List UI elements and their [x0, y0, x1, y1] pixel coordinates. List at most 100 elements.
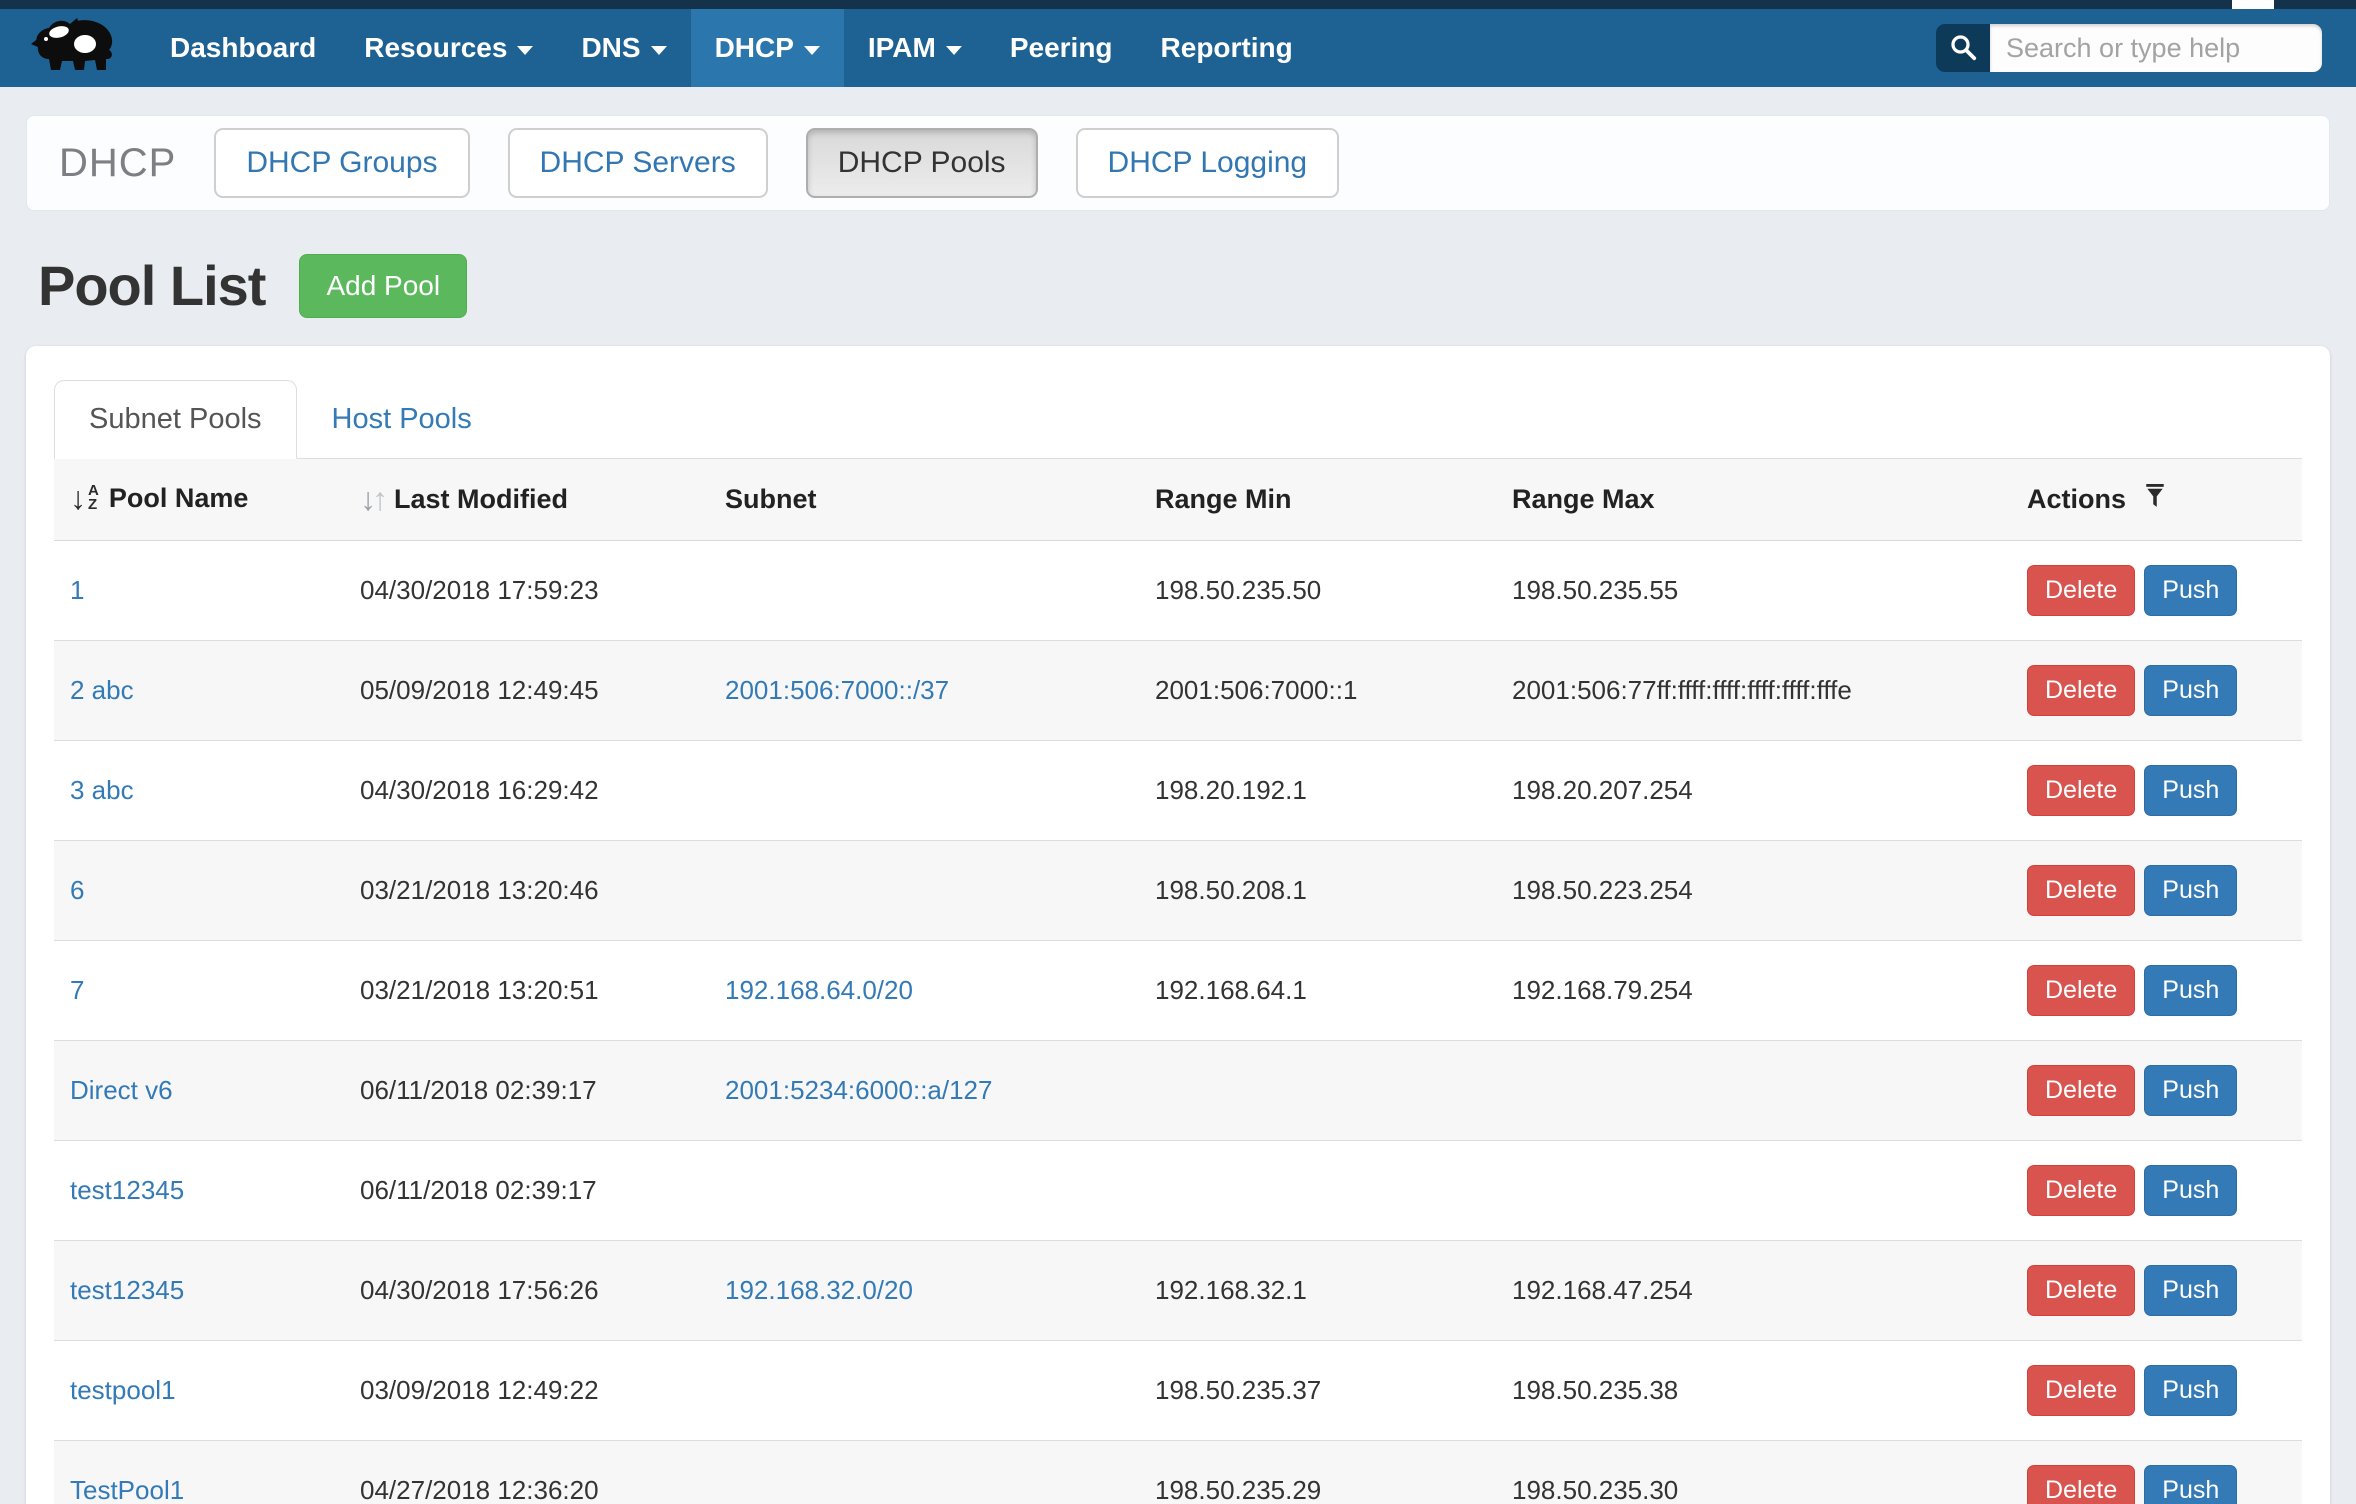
dhcp-servers-button[interactable]: DHCP Servers: [507, 128, 768, 198]
delete-button[interactable]: Delete: [2027, 1065, 2136, 1116]
pool-name-link[interactable]: testpool1: [70, 1375, 176, 1405]
last-modified-cell: 03/09/2018 12:49:22: [344, 1340, 709, 1441]
delete-button[interactable]: Delete: [2027, 765, 2136, 816]
table-row: test12345 04/30/2018 17:56:26 192.168.32…: [54, 1240, 2302, 1341]
nav-label: Peering: [1009, 32, 1113, 63]
table-row: 3 abc 04/30/2018 16:29:42 198.20.192.1 1…: [54, 740, 2302, 841]
dhcp-section-title: DHCP: [59, 140, 177, 185]
range-max-cell: 198.50.235.30: [1496, 1440, 2011, 1504]
dhcp-pools-button[interactable]: DHCP Pools: [805, 128, 1038, 198]
search-icon: [1948, 32, 1978, 65]
dhcp-groups-button[interactable]: DHCP Groups: [214, 128, 470, 198]
pool-name-link[interactable]: 7: [70, 975, 85, 1005]
column-label: Last Modified: [394, 484, 568, 514]
column-header-pool-name[interactable]: ↓ A Z Pool Name: [54, 459, 344, 541]
range-min-cell: [1139, 1040, 1496, 1141]
push-button[interactable]: Push: [2144, 865, 2238, 916]
nav-label: DNS: [581, 32, 641, 63]
nav-label: Resources: [364, 32, 508, 63]
pool-name-link[interactable]: Direct v6: [70, 1075, 173, 1105]
push-button[interactable]: Push: [2144, 1465, 2238, 1504]
tab-host-pools[interactable]: Host Pools: [331, 403, 472, 435]
table-row: Direct v6 06/11/2018 02:39:17 2001:5234:…: [54, 1040, 2302, 1141]
range-min-cell: 198.50.208.1: [1139, 840, 1496, 941]
push-button[interactable]: Push: [2144, 1065, 2238, 1116]
dhcp-logging-button[interactable]: DHCP Logging: [1075, 128, 1340, 198]
range-min-cell: 198.50.235.29: [1139, 1440, 1496, 1504]
sort-alpha-asc-icon[interactable]: ↓ A Z: [70, 480, 99, 517]
nav-item-peering[interactable]: Peering: [986, 9, 1137, 87]
add-pool-button[interactable]: Add Pool: [299, 253, 468, 318]
delete-button[interactable]: Delete: [2027, 965, 2136, 1016]
delete-button[interactable]: Delete: [2027, 1365, 2136, 1416]
table-row: 1 04/30/2018 17:59:23 198.50.235.50 198.…: [54, 541, 2302, 641]
push-button[interactable]: Push: [2144, 1165, 2238, 1216]
pool-name-link[interactable]: 1: [70, 575, 85, 605]
search-button[interactable]: [1936, 24, 1990, 72]
column-label: Range Max: [1512, 484, 1655, 514]
page-head: Pool List Add Pool: [38, 253, 2330, 318]
nav-menu: Dashboard Resources DNS DHCP IPAM Peerin…: [146, 9, 1317, 87]
subnet-link[interactable]: 192.168.32.0/20: [725, 1275, 913, 1305]
delete-button[interactable]: Delete: [2027, 1265, 2136, 1316]
column-header-subnet[interactable]: Subnet: [709, 459, 1139, 541]
push-button[interactable]: Push: [2144, 1265, 2238, 1316]
range-max-cell: 2001:506:77ff:ffff:ffff:ffff:ffff:fffe: [1496, 640, 2011, 741]
page-title: Pool List: [38, 254, 266, 317]
range-min-cell: [1139, 1140, 1496, 1241]
column-header-range-max[interactable]: Range Max: [1496, 459, 2011, 541]
column-label: Subnet: [725, 484, 817, 514]
subnet-link[interactable]: 2001:5234:6000::a/127: [725, 1075, 993, 1105]
push-button[interactable]: Push: [2144, 965, 2238, 1016]
delete-button[interactable]: Delete: [2027, 1465, 2136, 1504]
last-modified-cell: 04/30/2018 17:56:26: [344, 1240, 709, 1341]
actions-cell: Delete Push: [2011, 640, 2302, 741]
pool-table: ↓ A Z Pool Name ↓ ↑ Last Modified Subnet Ra…: [54, 459, 2302, 1504]
pool-name-link[interactable]: test12345: [70, 1275, 185, 1305]
actions-cell: Delete Push: [2011, 840, 2302, 941]
nav-label: IPAM: [867, 32, 936, 63]
nav-item-ipam[interactable]: IPAM: [844, 9, 986, 87]
pool-name-link[interactable]: TestPool1: [70, 1475, 185, 1504]
column-header-last-modified[interactable]: ↓ ↑ Last Modified: [344, 459, 709, 541]
global-search: [1936, 24, 2322, 72]
subnet-link[interactable]: 2001:506:7000::/37: [725, 675, 950, 705]
table-row: 6 03/21/2018 13:20:46 198.50.208.1 198.5…: [54, 840, 2302, 941]
delete-button[interactable]: Delete: [2027, 1165, 2136, 1216]
actions-cell: Delete Push: [2011, 940, 2302, 1041]
nav-item-reporting[interactable]: Reporting: [1137, 9, 1317, 87]
range-min-cell: 198.20.192.1: [1139, 740, 1496, 841]
nav-item-dashboard[interactable]: Dashboard: [146, 9, 340, 87]
range-min-cell: 2001:506:7000::1: [1139, 640, 1496, 741]
actions-cell: Delete Push: [2011, 740, 2302, 841]
rhino-logo-icon: [28, 17, 118, 80]
push-button[interactable]: Push: [2144, 665, 2238, 716]
actions-cell: Delete Push: [2011, 1240, 2302, 1341]
pool-name-link[interactable]: 6: [70, 875, 85, 905]
range-max-cell: [1496, 1140, 2011, 1241]
pool-name-link[interactable]: test12345: [70, 1175, 185, 1205]
last-modified-cell: 04/27/2018 12:36:20: [344, 1440, 709, 1504]
push-button[interactable]: Push: [2144, 1365, 2238, 1416]
chevron-down-icon: [650, 45, 667, 55]
subnet-link[interactable]: 192.168.64.0/20: [725, 975, 913, 1005]
delete-button[interactable]: Delete: [2027, 665, 2136, 716]
nav-item-resources[interactable]: Resources: [340, 9, 557, 87]
actions-cell: Delete Push: [2011, 1040, 2302, 1141]
pool-name-link[interactable]: 2 abc: [70, 675, 134, 705]
last-modified-cell: 04/30/2018 16:29:42: [344, 740, 709, 841]
nav-item-dns[interactable]: DNS: [557, 9, 690, 87]
push-button[interactable]: Push: [2144, 565, 2238, 616]
pool-name-link[interactable]: 3 abc: [70, 775, 134, 805]
sort-unsorted-icon[interactable]: ↓ ↑: [360, 481, 388, 517]
brand-logo[interactable]: [28, 9, 146, 87]
search-input[interactable]: [1990, 24, 2322, 72]
delete-button[interactable]: Delete: [2027, 565, 2136, 616]
tab-subnet-pools[interactable]: Subnet Pools: [54, 380, 297, 459]
filter-funnel-icon[interactable]: [2144, 484, 2166, 515]
column-header-range-min[interactable]: Range Min: [1139, 459, 1496, 541]
push-button[interactable]: Push: [2144, 765, 2238, 816]
nav-item-dhcp[interactable]: DHCP: [690, 9, 844, 87]
delete-button[interactable]: Delete: [2027, 865, 2136, 916]
last-modified-cell: 06/11/2018 02:39:17: [344, 1140, 709, 1241]
